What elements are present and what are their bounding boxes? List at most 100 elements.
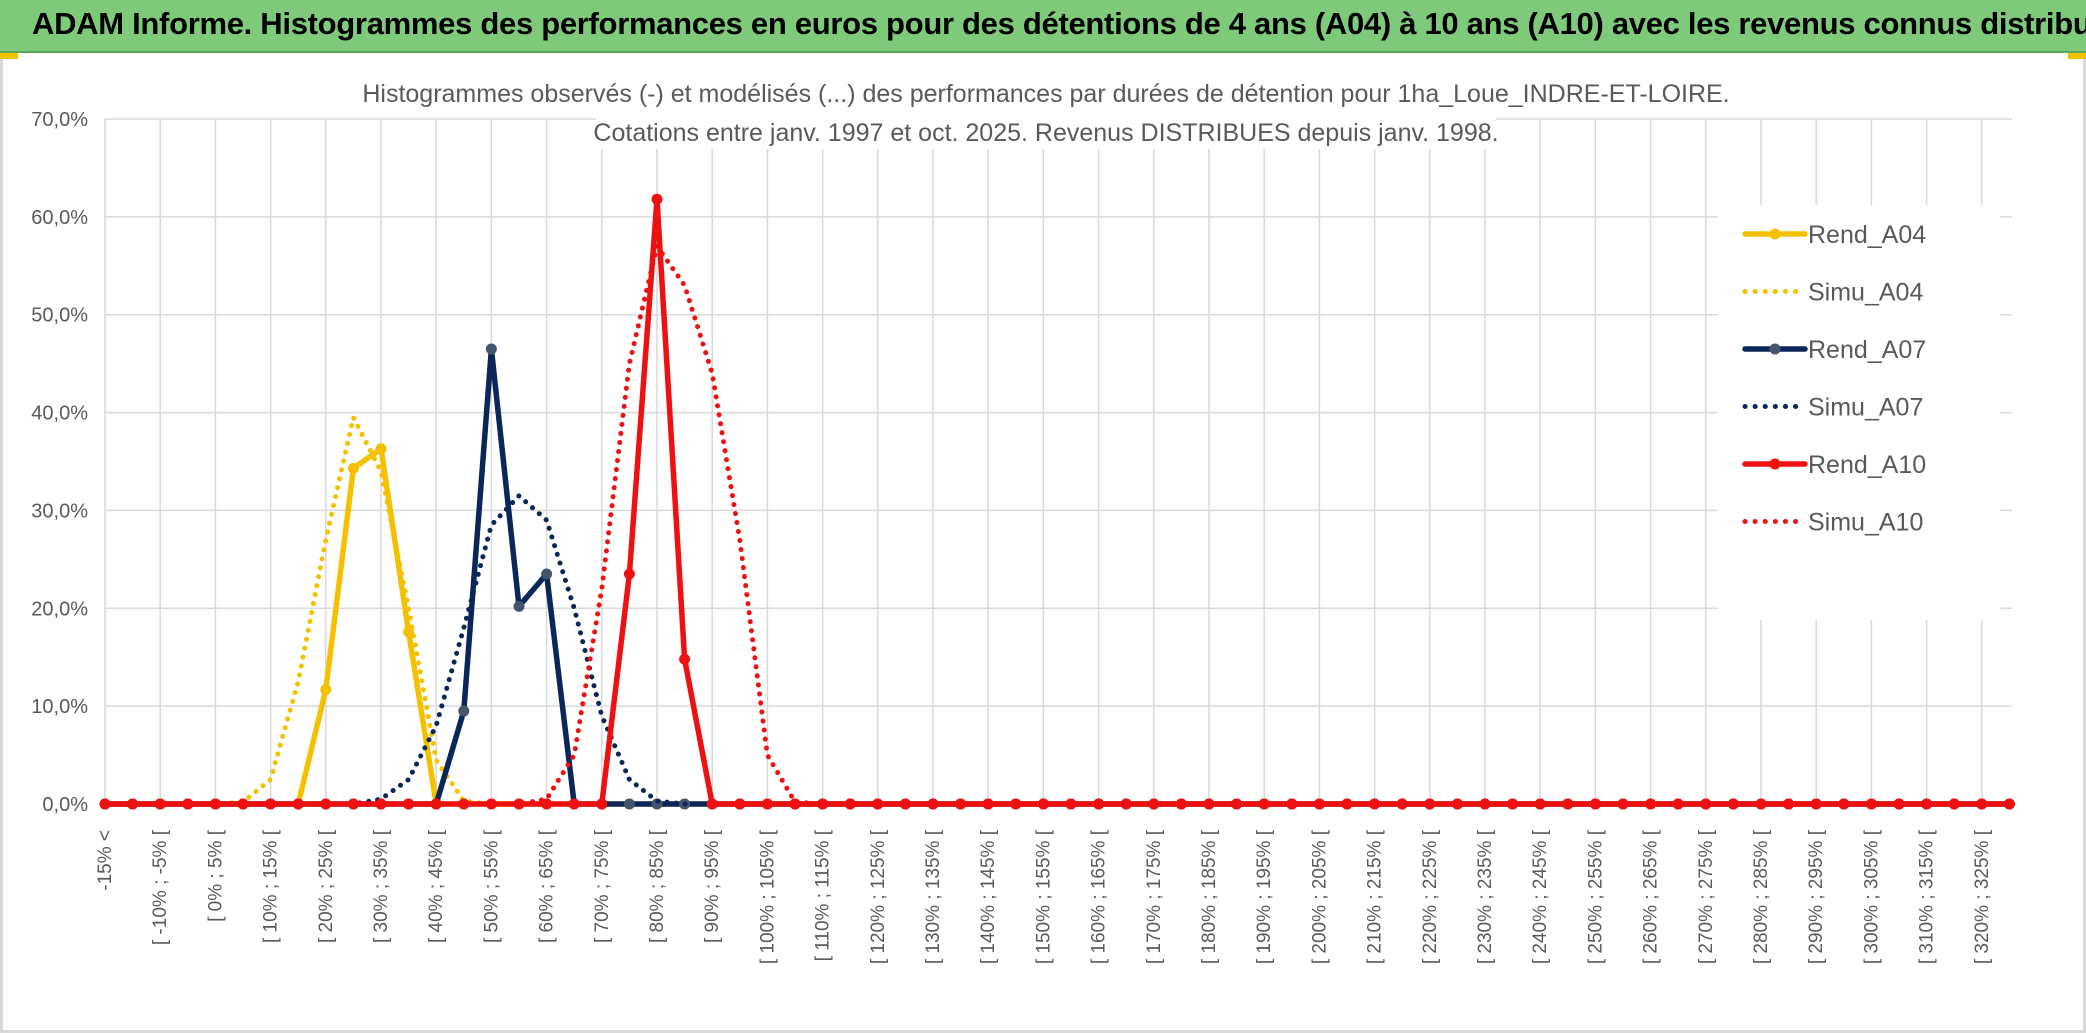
- data-point-rend_a04: [375, 443, 387, 455]
- data-point-rend_a10: [1369, 798, 1381, 810]
- data-point-rend_a07: [458, 705, 470, 717]
- y-tick-label: 0,0%: [42, 794, 88, 816]
- y-tick-label: 10,0%: [31, 696, 88, 718]
- x-tick-label: [ -10% ; -5% [: [150, 829, 171, 945]
- chart-title-line: Cotations entre janv. 1997 et oct. 2025.…: [593, 119, 1498, 147]
- data-point-rend_a10: [1396, 798, 1408, 810]
- data-point-rend_a10: [541, 798, 553, 810]
- legend-label: Rend_A04: [1808, 221, 1926, 249]
- data-point-rend_a10: [1231, 798, 1243, 810]
- data-point-rend_a10: [1424, 798, 1436, 810]
- data-point-rend_a10: [706, 798, 718, 810]
- line-chart: 0,0% 10,0% 20,0% 30,0% 40,0% 50,0% 60,0% 70,0% H…: [31, 76, 2015, 964]
- x-tick-label: [ 40% ; 45% [: [426, 829, 447, 943]
- y-tick-label: 30,0%: [31, 500, 88, 522]
- x-tick-label: [ 200% ; 205% [: [1309, 829, 1330, 964]
- x-tick-label: [ 210% ; 215% [: [1365, 829, 1386, 964]
- y-tick-label: 60,0%: [31, 207, 88, 229]
- x-tick-label: [ 30% ; 35% [: [371, 829, 392, 943]
- x-tick-label: [ 320% ; 325% [: [1972, 829, 1993, 964]
- x-tick-label: [ 190% ; 195% [: [1254, 829, 1275, 964]
- data-point-rend_a07: [485, 343, 497, 355]
- data-point-rend_a10: [623, 568, 635, 580]
- legend-label: Simu_A04: [1808, 279, 1923, 307]
- x-tick-label: [ 160% ; 165% [: [1089, 829, 1110, 964]
- x-tick-label: [ 0% ; 5% [: [205, 829, 226, 922]
- data-point-rend_a07: [513, 600, 525, 612]
- data-point-rend_a10: [458, 798, 470, 810]
- x-tick-label: [ 130% ; 135% [: [923, 829, 944, 964]
- data-point-rend_a10: [568, 798, 580, 810]
- data-point-rend_a10: [430, 798, 442, 810]
- data-point-rend_a10: [651, 193, 663, 205]
- data-point-rend_a10: [375, 798, 387, 810]
- x-tick-label: [ 140% ; 145% [: [978, 829, 999, 964]
- y-tick-label: 70,0%: [31, 109, 88, 131]
- data-point-rend_a10: [679, 653, 691, 665]
- legend-marker-rend_a04: [1769, 228, 1781, 240]
- x-tick-label: [ 90% ; 95% [: [702, 829, 723, 943]
- x-tick-label: [ 310% ; 315% [: [1917, 829, 1938, 964]
- x-tick-label: [ 300% ; 305% [: [1861, 829, 1882, 964]
- data-point-rend_a10: [347, 798, 359, 810]
- title-backing: [346, 76, 1746, 110]
- x-tick-label: [ 280% ; 285% [: [1751, 829, 1772, 964]
- x-tick-label: [ 80% ; 85% [: [647, 829, 668, 943]
- data-point-rend_a10: [1313, 798, 1325, 810]
- x-tick-label: [ 70% ; 75% [: [592, 829, 613, 943]
- x-tick-label: [ 220% ; 225% [: [1420, 829, 1441, 964]
- corner-mark-right: [2068, 53, 2086, 59]
- x-tick-label: [ 180% ; 185% [: [1199, 829, 1220, 964]
- data-point-rend_a07: [541, 568, 553, 580]
- x-tick-label: [ 110% ; 115% [: [813, 829, 834, 961]
- x-tick-label: [ 170% ; 175% [: [1144, 829, 1165, 964]
- x-tick-label: [ 240% ; 245% [: [1530, 829, 1551, 964]
- x-tick-label: [ 120% ; 125% [: [868, 829, 889, 964]
- legend-marker-rend_a10: [1769, 458, 1781, 470]
- legend-label: Rend_A10: [1808, 451, 1926, 479]
- data-point-rend_a04: [347, 462, 359, 474]
- data-point-rend_a10: [513, 798, 525, 810]
- corner-mark-left: [0, 53, 18, 59]
- legend-marker-rend_a07: [1769, 343, 1781, 355]
- data-point-rend_a10: [1341, 798, 1353, 810]
- data-point-rend_a10: [403, 798, 415, 810]
- data-point-rend_a10: [1451, 798, 1463, 810]
- x-tick-label: [ 20% ; 25% [: [316, 829, 337, 943]
- y-tick-label: 50,0%: [31, 305, 88, 327]
- y-tick-label: 40,0%: [31, 403, 88, 425]
- legend-label: Simu_A10: [1808, 509, 1923, 537]
- x-tick-label: [ 60% ; 65% [: [537, 829, 558, 943]
- title-backing: [596, 115, 1496, 149]
- x-tick-label: [ 260% ; 265% [: [1641, 829, 1662, 964]
- legend-label: Rend_A07: [1808, 336, 1926, 364]
- data-point-rend_a10: [485, 798, 497, 810]
- data-point-rend_a10: [734, 798, 746, 810]
- data-point-rend_a10: [1507, 798, 1519, 810]
- banner: ADAM Informe. Histogrammes des performan…: [0, 0, 2086, 53]
- data-point-rend_a10: [1479, 798, 1491, 810]
- data-point-rend_a10: [1562, 798, 1574, 810]
- x-tick-label: [ 230% ; 235% [: [1475, 829, 1496, 964]
- data-point-rend_a10: [1534, 798, 1546, 810]
- x-tick-label: [ 100% ; 105% [: [757, 829, 778, 964]
- data-point-rend_a04: [320, 684, 332, 696]
- x-tick-label: [ 270% ; 275% [: [1696, 829, 1717, 964]
- x-tick-label: -15% <: [95, 830, 116, 891]
- x-tick-label: [ 50% ; 55% [: [481, 829, 502, 943]
- data-point-rend_a10: [1258, 798, 1270, 810]
- data-point-rend_a07: [623, 798, 635, 810]
- x-tick-label: [ 250% ; 255% [: [1585, 829, 1606, 964]
- banner-title: ADAM Informe. Histogrammes des performan…: [32, 6, 2086, 41]
- data-point-rend_a10: [1286, 798, 1298, 810]
- x-tick-label: [ 10% ; 15% [: [261, 829, 282, 943]
- data-point-rend_a10: [761, 798, 773, 810]
- y-tick-label: 20,0%: [31, 598, 88, 620]
- x-tick-label: [ 290% ; 295% [: [1806, 829, 1827, 964]
- x-tick-label: [ 150% ; 155% [: [1033, 829, 1054, 964]
- data-point-rend_a10: [596, 798, 608, 810]
- legend-label: Simu_A07: [1808, 394, 1923, 422]
- chart-title-line: Histogrammes observés (-) et modélisés (…: [362, 80, 1729, 108]
- legend-box: [1718, 205, 2000, 620]
